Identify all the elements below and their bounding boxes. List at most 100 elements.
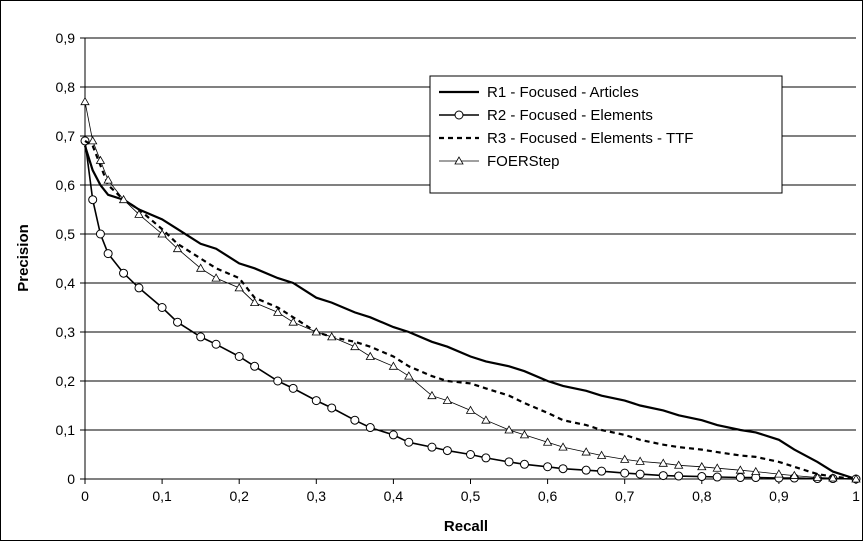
y-tick-label: 0,2 [56,373,76,389]
data-point-triangle [311,327,321,336]
data-point-triangle [812,472,823,481]
x-tick-label: 0,1 [152,488,172,504]
data-point-triangle [789,470,800,479]
x-axis-title: Recall [444,518,488,535]
data-point-circle [234,352,244,361]
data-point-triangle [427,390,437,400]
data-point-circle [173,317,183,327]
x-tick-label: 0,2 [229,488,249,504]
data-point-triangle [249,297,260,307]
data-point-triangle [388,361,399,370]
y-tick-label: 0,5 [56,226,76,242]
legend-label: R3 - Focused - Elements - TTF [487,130,693,147]
data-point-triangle [735,465,746,474]
data-point-circle [250,361,260,371]
data-point-triangle [95,155,106,164]
x-tick-label: 0,5 [461,488,481,504]
x-tick-label: 0,4 [384,488,404,504]
data-point-triangle [234,283,244,292]
data-point-circle [712,472,722,482]
series-line [84,139,857,481]
data-point-triangle [596,450,607,459]
data-point-circle [273,376,283,386]
data-point-triangle [542,437,553,446]
x-tick-label: 1 [852,488,860,504]
data-point-triangle [288,317,298,326]
series-line [83,145,857,481]
data-point-circle [211,339,221,349]
legend-marker-triangle [454,156,464,165]
data-point-circle [103,249,113,259]
data-point-circle [620,468,630,478]
data-point-triangle [327,332,337,341]
data-point-triangle [273,307,283,316]
data-point-circle [327,403,337,413]
data-point-triangle [673,460,684,469]
data-point-circle [95,229,105,239]
data-point-triangle [481,415,491,424]
data-point-circle [635,469,645,479]
data-point-circle [558,464,568,474]
data-point-circle [311,396,321,406]
data-point-circle [427,442,437,452]
data-point-triangle [88,136,98,145]
x-tick-label: 0,6 [538,488,558,504]
legend-box [429,75,783,194]
data-point-circle [365,423,375,433]
legend-label: FOERStep [487,153,560,170]
data-point-triangle [774,469,784,478]
data-point-triangle [103,175,113,184]
y-tick-label: 0,8 [56,79,76,95]
data-point-triangle [195,263,206,272]
y-tick-label: 0,3 [56,324,76,340]
data-point-triangle [404,371,414,380]
y-tick-label: 0,6 [56,177,76,193]
legend-label: R2 - Focused - Elements [487,107,653,124]
data-point-triangle [134,209,144,218]
data-point-triangle [519,430,530,439]
legend-marker-circle [454,110,464,120]
data-point-triangle [211,273,221,282]
data-point-circle [350,415,360,425]
data-point-circle [674,471,684,481]
data-point-triangle [581,447,591,456]
data-point-circle [519,459,529,469]
data-point-circle [697,472,707,482]
data-point-triangle [620,454,630,463]
data-point-triangle [697,461,707,471]
data-point-circle [466,450,475,459]
data-point-triangle [172,243,183,253]
y-axis-title: Precision [15,224,32,292]
y-tick-label: 0,1 [56,422,76,438]
data-point-triangle [80,96,90,106]
data-point-circle [442,446,452,456]
data-point-triangle [658,458,668,467]
x-tick-label: 0,3 [307,488,327,504]
data-point-triangle [558,442,568,451]
x-tick-label: 0,9 [769,488,789,504]
data-point-circle [581,465,591,475]
data-point-circle [597,466,607,476]
data-point-triangle [712,463,722,472]
data-point-triangle [851,474,861,483]
data-point-circle [119,268,129,278]
legend: R1 - Focused - Articles R2 - Focused - El… [429,75,783,194]
y-tick-label: 0,9 [56,30,76,46]
data-point-triangle [365,351,375,360]
data-point-triangle [442,395,453,405]
y-tick-label: 0,4 [56,275,76,291]
data-point-triangle [635,456,645,465]
data-point-circle [88,195,98,205]
series-layer [80,96,861,484]
data-point-circle [196,332,206,342]
data-point-circle [157,303,167,312]
data-point-circle [504,457,514,467]
x-tick-label: 0,8 [692,488,712,504]
x-tick-label: 0,7 [615,488,635,504]
data-point-triangle [118,194,129,204]
y-tick-label: 0,7 [56,128,76,144]
data-point-circle [134,283,144,293]
data-point-triangle [465,405,476,414]
